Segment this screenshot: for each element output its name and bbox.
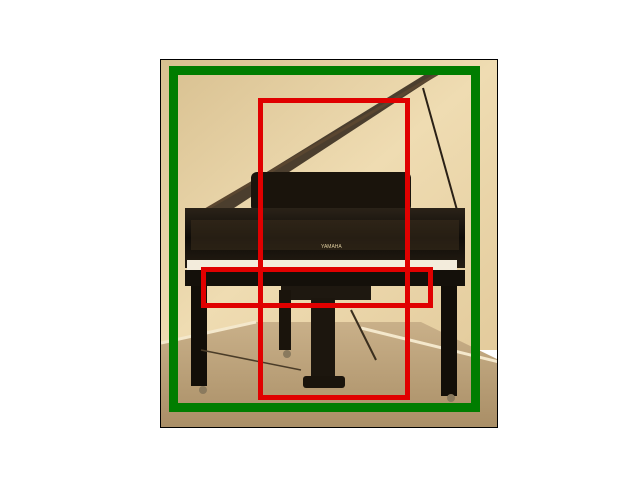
- caster-right: [447, 394, 455, 402]
- keyboard-keys: [187, 260, 457, 270]
- floor-cable: [200, 349, 302, 371]
- red-bounding-box-keyboard: [201, 267, 433, 308]
- pedal-cable: [350, 309, 377, 361]
- keybed: [281, 286, 371, 300]
- caster-left: [199, 386, 207, 394]
- key-slip: [185, 270, 465, 286]
- lid-edge: [204, 71, 440, 212]
- leg-left: [191, 286, 207, 386]
- piano-photo: YAMAHA: [161, 60, 497, 427]
- red-bounding-box-body: [258, 98, 410, 400]
- photo-frame: YAMAHA: [160, 59, 498, 428]
- caster-back: [283, 350, 291, 358]
- brand-logo: YAMAHA: [321, 244, 342, 250]
- music-rest: [251, 172, 411, 212]
- pedal-box: [303, 376, 345, 388]
- lid-prop: [422, 87, 458, 211]
- fallboard-reflection: [191, 220, 459, 250]
- pedal-lyre: [311, 298, 335, 378]
- green-bounding-box: [169, 66, 480, 412]
- leg-right: [441, 286, 457, 396]
